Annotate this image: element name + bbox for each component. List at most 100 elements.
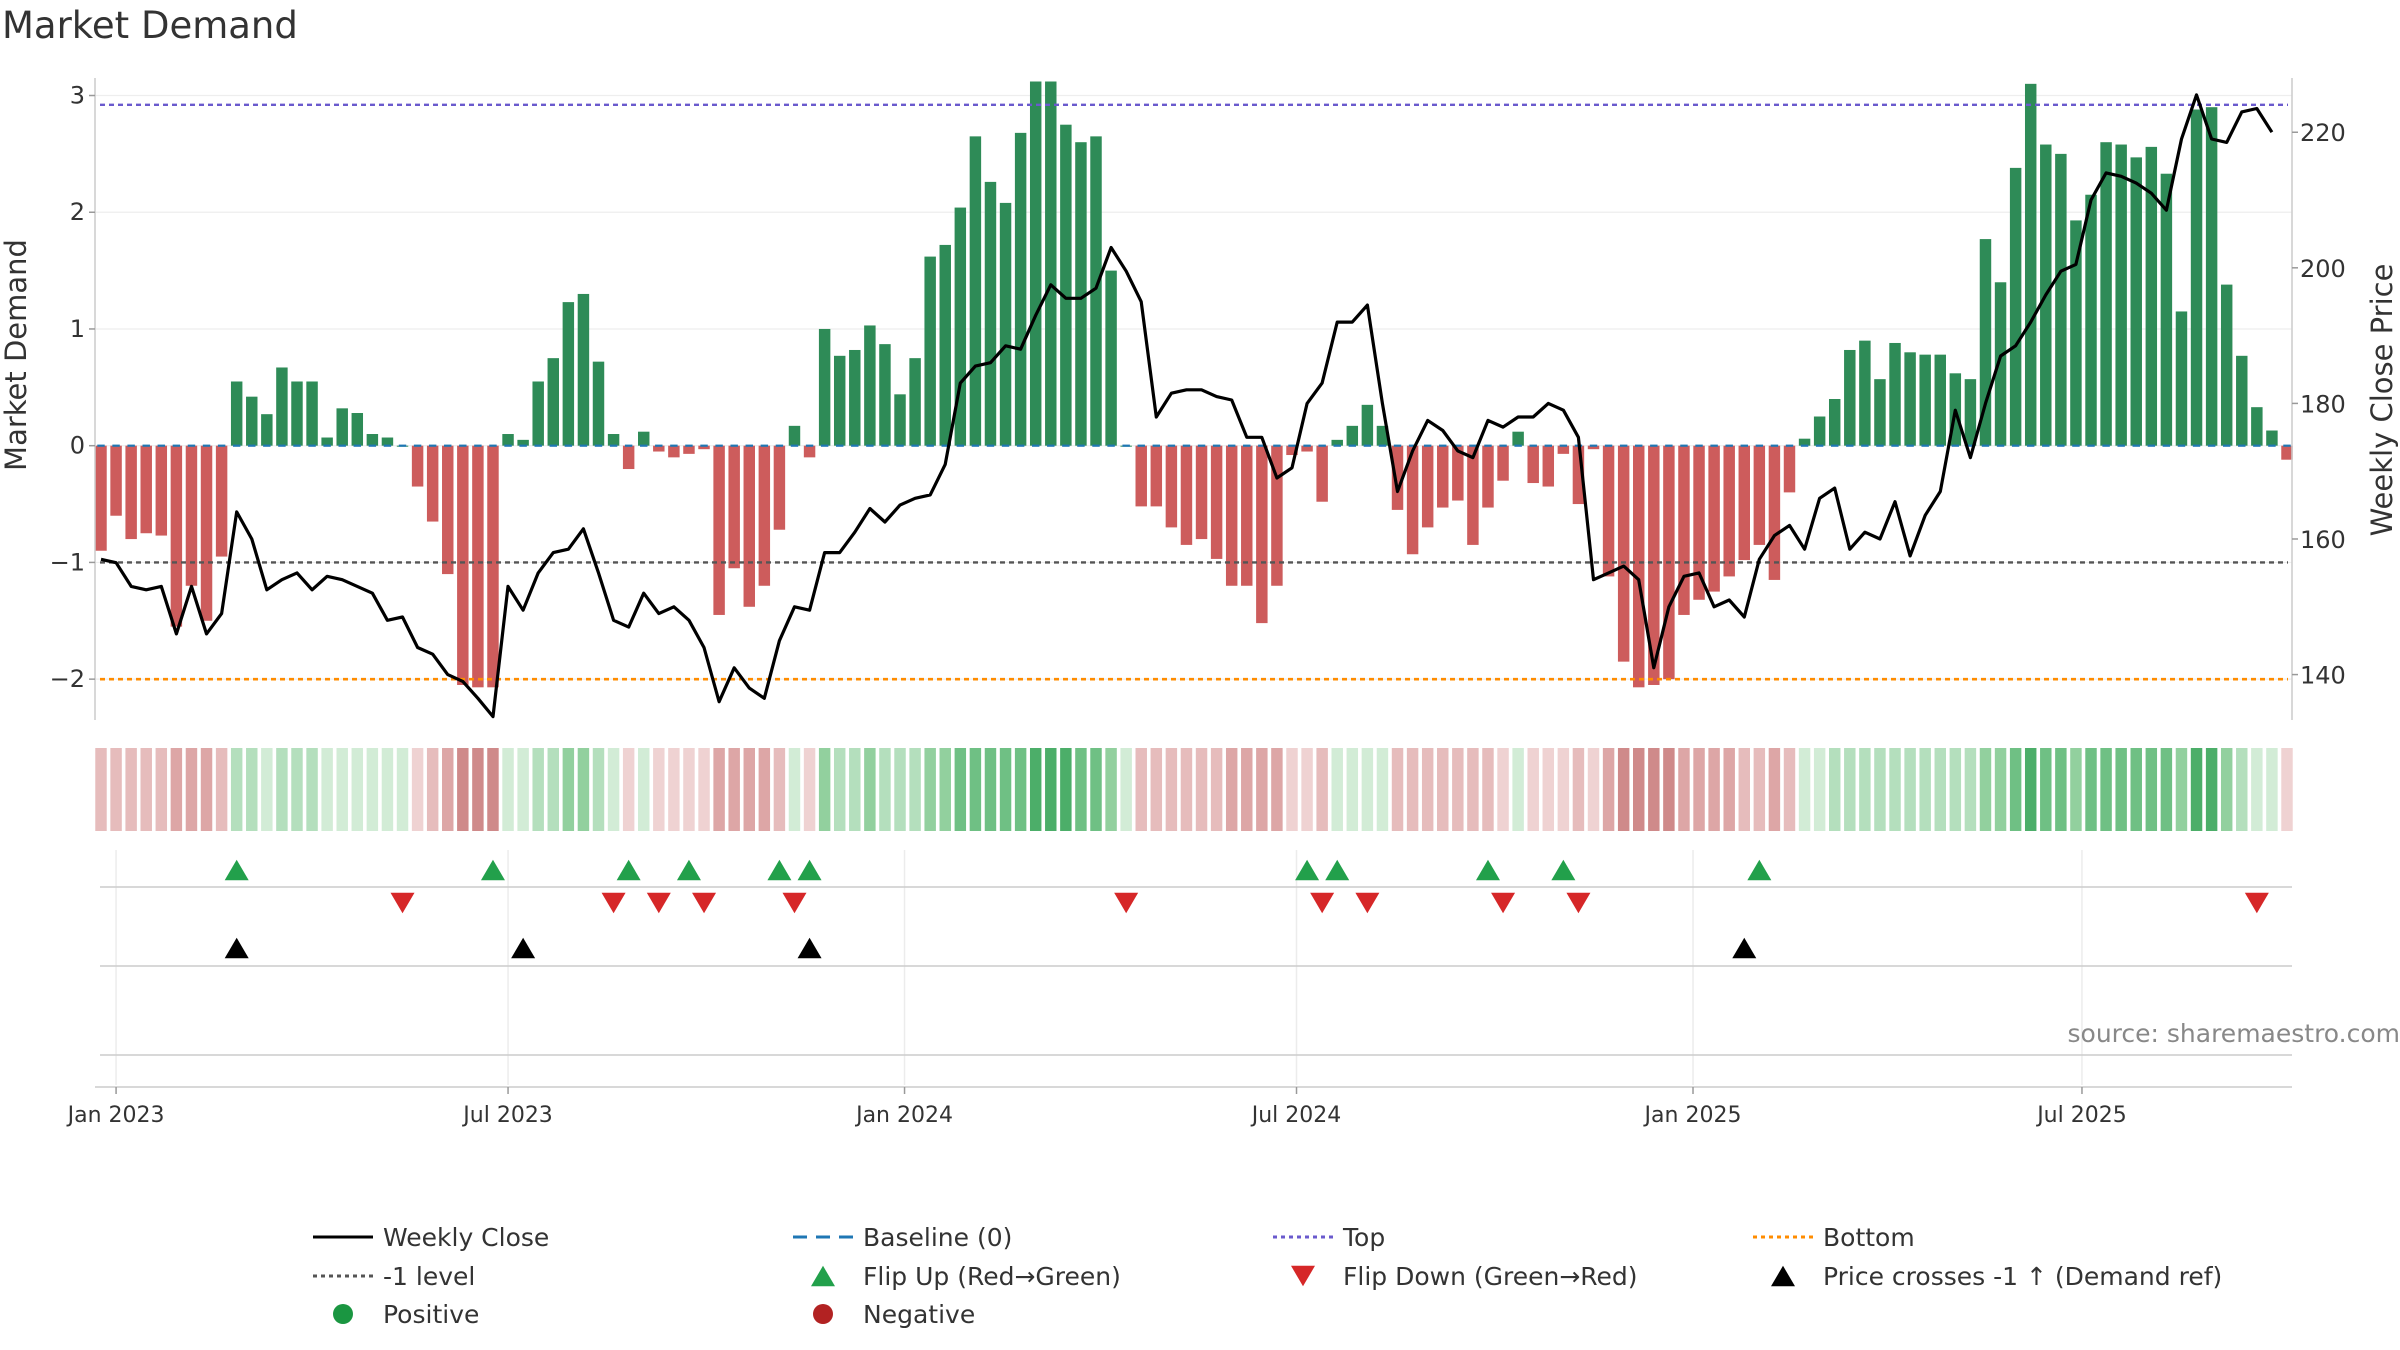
strip-cell (577, 748, 590, 831)
demand-bar (170, 445, 183, 627)
demand-bar (1256, 445, 1268, 624)
demand-bar (366, 434, 379, 446)
demand-bar (1889, 342, 1901, 446)
demand-bar (1286, 445, 1298, 456)
demand-bar (2190, 109, 2203, 446)
strip-cell (396, 748, 409, 831)
strip-cell (1557, 748, 1570, 831)
demand-bar (1406, 445, 1419, 555)
strip-cell (502, 748, 514, 831)
strip-cell (246, 748, 258, 831)
strip-cell (592, 748, 605, 831)
demand-bar (2085, 194, 2097, 446)
demand-bar (1029, 81, 1042, 446)
strip-cell (487, 748, 499, 831)
demand-bar (758, 445, 771, 586)
demand-bar (155, 445, 168, 536)
date-axis: Jan 2023 Jul 2023 Jan 2024 Jul 2024 Jan 2025… (66, 1086, 2292, 1128)
demand-bar (457, 445, 469, 685)
flip-up-marker (1295, 859, 1320, 881)
demand-bar (909, 358, 921, 446)
legend-swatch-triangle-up (811, 1265, 835, 1287)
strip-cell (1527, 748, 1539, 831)
demand-bar (1150, 445, 1163, 507)
weekly-close-series (100, 93, 2274, 719)
y-axis-label: Market Demand (0, 239, 33, 471)
strip-cell (2175, 748, 2188, 831)
demand-bar (668, 445, 680, 458)
demand-bar (1844, 349, 1856, 446)
gridlines (95, 94, 2292, 1085)
x-tick-label: Jan 2025 (1643, 1103, 1742, 1128)
strip-cell (381, 748, 394, 831)
demand-bar (1060, 124, 1072, 446)
x-tick-label: Jul 2025 (2035, 1103, 2127, 1128)
demand-bar (2251, 407, 2263, 446)
strip-cell (1120, 748, 1132, 831)
flip-up-marker (224, 859, 249, 881)
flip-up-marker (1747, 859, 1772, 881)
flip-down-marker (646, 892, 671, 914)
demand-bar (607, 434, 620, 446)
demand-bar (2055, 153, 2067, 446)
legend-label: Flip Down (Green→Red) (1343, 1262, 1638, 1291)
strip-cell (2281, 748, 2293, 831)
strip-cell (864, 748, 876, 831)
strip-cell (1452, 748, 1464, 831)
demand-bar (1753, 445, 1766, 545)
y2-tick-label: 140 (2300, 662, 2346, 690)
strip-cell (170, 748, 183, 831)
strip-cell (1512, 748, 1524, 831)
demand-bar (1738, 445, 1750, 561)
demand-bar (2205, 107, 2218, 446)
strip-cell (2100, 748, 2112, 831)
legend-item: Price crosses -1 ↑ (Demand ref) (1771, 1262, 2222, 1291)
price-cross-marker (224, 937, 249, 959)
flip-up-marker (1325, 859, 1350, 881)
strip-cell (1678, 748, 1690, 831)
demand-bar (381, 437, 394, 446)
strip-cell (1014, 748, 1027, 831)
demand-bar (532, 381, 544, 446)
flip-down-marker (1310, 892, 1335, 914)
strip-cell (2145, 748, 2158, 831)
demand-bar (622, 445, 635, 470)
demand-bar (1331, 439, 1343, 446)
demand-bar (1783, 445, 1796, 493)
y2-tick-label: 220 (2300, 119, 2346, 147)
y2-tick-label: 200 (2300, 255, 2346, 283)
strip-cell (140, 748, 152, 831)
demand-bar (788, 425, 801, 446)
demand-bar (653, 445, 665, 452)
strip-cell (472, 748, 484, 831)
strip-cell (1663, 748, 1675, 831)
strip-cell (743, 748, 755, 831)
strip-cell (351, 748, 364, 831)
strip-cell (1798, 748, 1811, 831)
demand-bar (1859, 340, 1871, 446)
strip-cell (879, 748, 891, 831)
demand-bar (1135, 445, 1147, 507)
demand-bar (1437, 445, 1449, 508)
demand-bar (1090, 136, 1102, 446)
strip-cell (1225, 748, 1238, 831)
strip-cell (1648, 748, 1660, 831)
strip-cell (803, 748, 816, 831)
legend-item: Top (1273, 1223, 1385, 1252)
strip-cell (532, 748, 544, 831)
strip-cell (999, 748, 1012, 831)
strip-cell (1421, 748, 1434, 831)
flip-down-marker (2244, 892, 2269, 914)
strip-cell (773, 748, 786, 831)
demand-bar (2100, 142, 2112, 446)
strip-cell (1135, 748, 1147, 831)
strip-cell (1738, 748, 1750, 831)
strip-cell (622, 748, 635, 831)
reference-lines (100, 103, 2288, 681)
strip-cell (1844, 748, 1856, 831)
demand-bar (291, 381, 303, 446)
demand-bar (1376, 425, 1389, 446)
demand-bar (1467, 445, 1479, 545)
demand-bar (1904, 352, 1916, 446)
